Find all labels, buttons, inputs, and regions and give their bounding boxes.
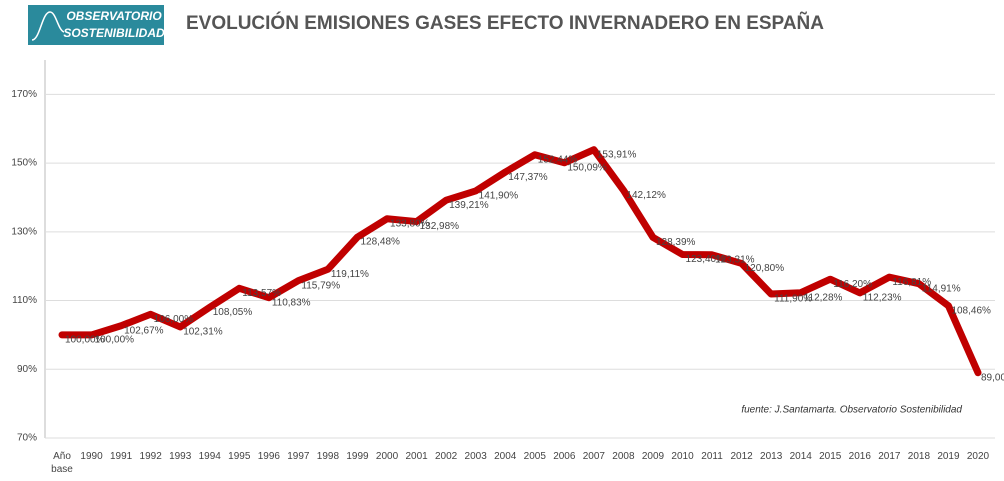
x-tick-label: 2011 — [701, 451, 723, 462]
data-label: 113,57% — [242, 288, 281, 299]
x-tick-label: 1990 — [80, 451, 103, 462]
x-tick-label: 2010 — [671, 451, 694, 462]
data-label: 100,00% — [95, 335, 135, 346]
data-label: 110,83% — [272, 297, 311, 308]
x-tick-label: 2000 — [375, 451, 399, 462]
data-label: 116,81% — [892, 277, 931, 288]
data-label: 100,00% — [65, 335, 105, 346]
data-label: 147,37% — [508, 172, 548, 183]
x-tick-label: 2013 — [760, 451, 783, 462]
logo-text: OBSERVATORIO — [66, 9, 162, 23]
x-tick-label: 2002 — [435, 451, 458, 462]
y-tick-label: 70% — [17, 433, 37, 444]
data-label: 123,40% — [686, 254, 726, 265]
y-tick-label: 150% — [11, 158, 37, 169]
data-line — [58, 146, 982, 377]
data-label: 106,00% — [154, 314, 194, 325]
x-tick-label: 2009 — [641, 451, 665, 462]
data-label: 120,80% — [745, 263, 785, 274]
x-tick-label: 2004 — [494, 451, 517, 462]
x-tick-label: 1998 — [316, 451, 340, 462]
x-tick-label: 2017 — [878, 451, 901, 462]
x-tick-label: 2006 — [553, 451, 576, 462]
y-tick-label: 110% — [12, 295, 37, 306]
data-label: 139,21% — [449, 200, 489, 211]
logo-curve — [31, 11, 65, 41]
data-label: 114,91% — [922, 283, 961, 294]
y-tick-label: 90% — [17, 364, 37, 375]
x-tick-label: 2015 — [819, 451, 842, 462]
x-tick-label: 2012 — [730, 451, 753, 462]
data-label: 150,09% — [567, 162, 607, 173]
x-tick-label: 2016 — [848, 451, 871, 462]
x-tick-label: 2003 — [464, 451, 487, 462]
data-label: 116,20% — [833, 279, 872, 290]
data-label: 108,46% — [951, 305, 991, 316]
data-label: 153,91% — [597, 149, 637, 160]
x-tick-label: 1991 — [109, 451, 133, 462]
data-label: 89,00% — [981, 372, 1004, 383]
data-label: 115,79% — [301, 280, 340, 291]
data-label: 152,44% — [538, 154, 578, 165]
data-label: 142,12% — [626, 190, 666, 201]
data-label: 128,39% — [656, 237, 696, 248]
data-label: 133,80% — [390, 218, 430, 229]
data-label: 108,05% — [213, 307, 253, 318]
chart-title: EVOLUCIÓN EMISIONES GASES EFECTO INVERNA… — [186, 12, 824, 34]
x-tick-label: 2020 — [966, 451, 990, 462]
x-tick-label: 2001 — [405, 451, 428, 462]
data-label: 119,11% — [331, 269, 369, 280]
data-label: 112,28% — [804, 292, 843, 303]
x-tick-label: 1996 — [257, 451, 280, 462]
x-tick-label: 2008 — [612, 451, 635, 462]
x-tick-label: 2014 — [789, 451, 812, 462]
x-tick-label: 1994 — [198, 451, 221, 462]
data-label: 123,31% — [715, 254, 755, 265]
data-label: 111,90% — [774, 294, 812, 305]
data-label: 128,48% — [360, 237, 400, 248]
x-tick-label: 1995 — [228, 451, 251, 462]
x-tick-label: 1992 — [139, 451, 162, 462]
x-tick-label: 1993 — [169, 451, 192, 462]
x-tick-label: 2019 — [937, 451, 960, 462]
data-label: 132,98% — [420, 221, 460, 232]
data-label: 112,23% — [863, 293, 902, 304]
data-label: 102,31% — [183, 327, 223, 338]
x-tick-label: 2007 — [582, 451, 605, 462]
x-tick-label: 2018 — [907, 451, 931, 462]
source-note: fuente: J.Santamarta. Observatorio Soste… — [741, 405, 962, 416]
x-tick-label: 1999 — [346, 451, 369, 462]
logo-text: SOSTENIBILIDAD — [63, 26, 165, 40]
y-tick-label: 170% — [11, 89, 37, 100]
x-tick-label: 2005 — [523, 451, 546, 462]
x-tick-label: 1997 — [287, 451, 310, 462]
data-label: 102,67% — [124, 325, 164, 336]
y-tick-label: 130% — [11, 226, 37, 237]
data-label: 141,90% — [479, 191, 519, 202]
x-tick-label: Año base — [51, 451, 73, 475]
